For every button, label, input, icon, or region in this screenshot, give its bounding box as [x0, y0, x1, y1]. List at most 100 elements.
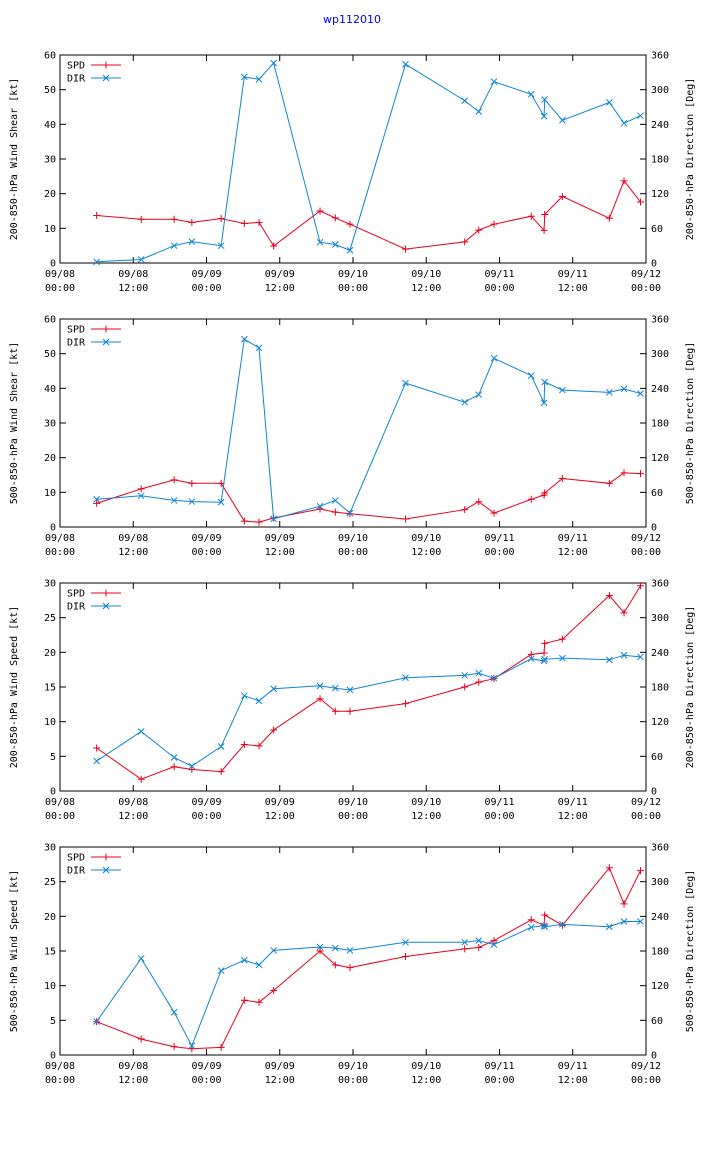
- y-tick-label: 15: [44, 683, 56, 694]
- dir-point: [402, 938, 409, 946]
- dir-point: [346, 509, 354, 517]
- spd-point: [170, 476, 178, 484]
- dir-point: [217, 498, 225, 506]
- y2-tick-label: 0: [651, 259, 657, 270]
- spd-point: [188, 218, 196, 226]
- dir-point: [240, 73, 248, 81]
- spd-point: [461, 238, 469, 246]
- dir-point: [475, 669, 483, 677]
- x-tick-time-label: 12:00: [558, 811, 588, 822]
- y-tick-label: 15: [44, 947, 56, 958]
- spd-point: [558, 635, 566, 643]
- series-line-spd: [96, 179, 641, 250]
- dir-point: [620, 918, 628, 925]
- chart-panel-1: 0 10 20 30 40 50 60 0 60 120 180 240 300 360 09/08 00:0…: [9, 51, 696, 295]
- spd-point: [475, 678, 483, 686]
- y2-tick-label: 120: [651, 189, 669, 200]
- x-tick-date-label: 09/11: [484, 797, 514, 808]
- x-tick-time-label: 12:00: [265, 547, 295, 558]
- legend-swatch-marker: [102, 589, 110, 597]
- spd-point: [605, 864, 613, 872]
- dir-point: [559, 386, 566, 394]
- spd-point: [620, 609, 628, 617]
- x-tick-time-label: 12:00: [118, 547, 148, 558]
- dir-point: [559, 116, 566, 124]
- legend-swatch-marker: [102, 602, 110, 610]
- x-tick-time-label: 00:00: [631, 811, 661, 822]
- spd-point: [605, 479, 613, 487]
- dir-point: [255, 344, 263, 352]
- spd-point: [331, 961, 339, 969]
- spd-point: [170, 763, 178, 771]
- x-tick-time-label: 12:00: [558, 547, 588, 558]
- dir-point: [490, 354, 498, 362]
- spd-point: [255, 218, 263, 226]
- spd-point: [240, 996, 248, 1004]
- y-axis-label: 200-850-hPa Wind Speed [kt]: [9, 606, 20, 769]
- dir-point: [527, 923, 535, 931]
- y-tick-label: 10: [44, 224, 56, 235]
- y2-tick-label: 360: [651, 51, 669, 62]
- dir-point: [527, 372, 535, 379]
- dir-point: [217, 967, 225, 974]
- y2-tick-label: 120: [651, 981, 669, 992]
- dir-point: [541, 378, 549, 386]
- y2-tick-label: 360: [651, 315, 669, 326]
- x-tick-date-label: 09/09: [191, 797, 221, 808]
- dir-point: [559, 654, 566, 662]
- y2-tick-label: 240: [651, 120, 669, 131]
- y2-tick-label: 300: [651, 85, 669, 96]
- x-tick-date-label: 09/08: [45, 533, 75, 544]
- y2-tick-label: 360: [651, 579, 669, 590]
- x-tick-date-label: 09/11: [558, 1061, 588, 1072]
- legend-swatch-marker: [102, 853, 110, 861]
- legend-swatch-marker: [102, 74, 110, 82]
- spd-point: [461, 945, 469, 953]
- legend-label: SPD: [67, 325, 85, 336]
- x-tick-date-label: 09/10: [411, 797, 441, 808]
- legend-label: DIR: [67, 866, 86, 877]
- y-tick-label: 20: [44, 912, 56, 923]
- dir-point: [527, 90, 535, 98]
- x-tick-date-label: 09/09: [191, 269, 221, 280]
- spd-point: [255, 518, 263, 526]
- y-tick-label: 5: [50, 752, 56, 763]
- y2-tick-label: 120: [651, 453, 669, 464]
- spd-point: [331, 214, 339, 222]
- dir-point: [475, 108, 483, 115]
- y2-tick-label: 0: [651, 1051, 657, 1062]
- x-tick-date-label: 09/11: [484, 1061, 514, 1072]
- x-tick-time-label: 00:00: [484, 1075, 514, 1086]
- spd-point: [540, 649, 548, 657]
- dir-point: [402, 674, 409, 682]
- spd-point: [93, 744, 101, 752]
- legend-swatch-marker: [102, 325, 110, 333]
- spd-point: [401, 245, 409, 253]
- dir-point: [240, 956, 248, 964]
- x-tick-date-label: 09/11: [484, 269, 514, 280]
- spd-point: [620, 900, 628, 908]
- spd-point: [170, 1043, 178, 1051]
- spd-point: [461, 683, 469, 691]
- series-line-spd: [96, 585, 641, 780]
- x-tick-date-label: 09/10: [411, 533, 441, 544]
- dir-point: [346, 246, 354, 254]
- dir-point: [170, 754, 178, 761]
- spd-point: [188, 766, 196, 774]
- y-tick-label: 10: [44, 717, 56, 728]
- spd-point: [93, 499, 101, 507]
- y-tick-label: 40: [44, 120, 56, 131]
- dir-point: [316, 238, 324, 246]
- y2-tick-label: 300: [651, 613, 669, 624]
- x-tick-time-label: 12:00: [558, 283, 588, 294]
- legend-label: SPD: [67, 61, 85, 72]
- dir-point: [188, 762, 196, 770]
- legend-label: DIR: [67, 74, 86, 85]
- spd-point: [527, 212, 535, 220]
- y-tick-label: 10: [44, 981, 56, 992]
- x-tick-time-label: 00:00: [45, 547, 75, 558]
- y-tick-label: 50: [44, 85, 56, 96]
- x-tick-date-label: 09/10: [338, 1061, 368, 1072]
- series-line-dir: [96, 62, 641, 263]
- spd-point: [527, 495, 535, 503]
